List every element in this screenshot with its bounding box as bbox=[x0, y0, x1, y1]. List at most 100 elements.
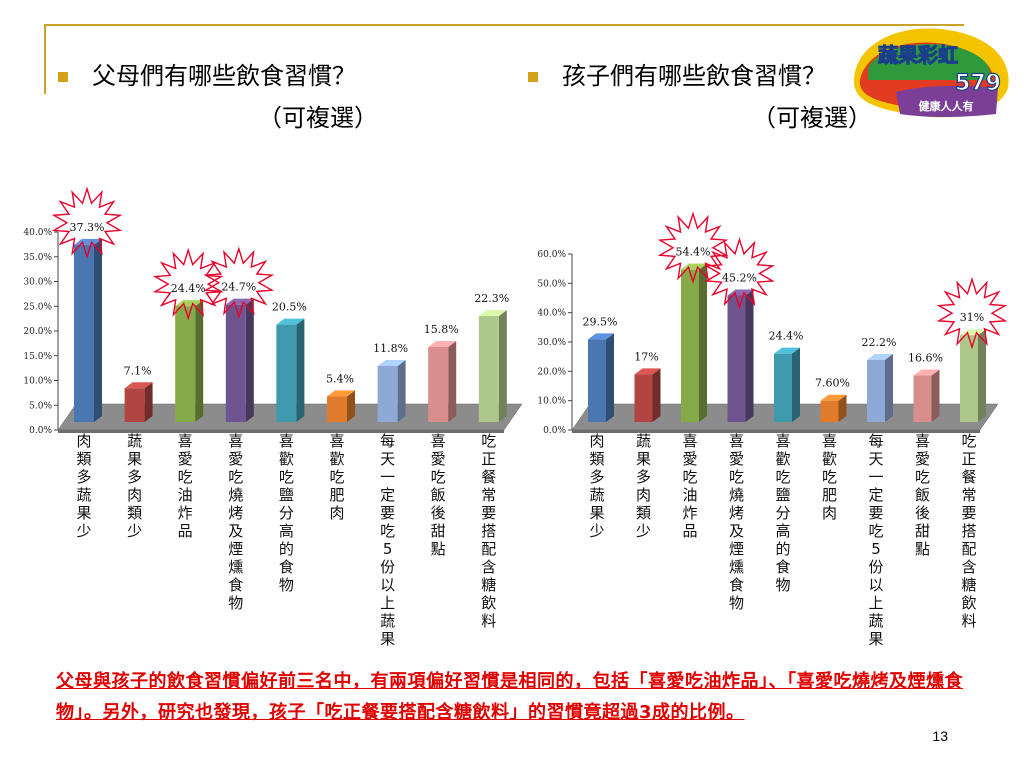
children-bar-top bbox=[634, 368, 661, 375]
parents-category-label: 喜愛吃燒烤及煙燻食物 bbox=[228, 432, 244, 612]
parents-y-tick-label: 35.0% bbox=[23, 253, 52, 263]
parents-y-tick-label: 5.0% bbox=[29, 401, 52, 411]
children-floor-edge bbox=[572, 430, 980, 433]
parents-data-label: 24.4% bbox=[171, 282, 206, 295]
children-bar-top bbox=[913, 369, 940, 376]
children-category-label: 喜愛吃飯後甜點 bbox=[914, 432, 930, 558]
children-data-label: 17% bbox=[634, 350, 658, 363]
parents-data-label: 7.1% bbox=[124, 364, 152, 377]
children-bar bbox=[588, 339, 606, 422]
parents-bar bbox=[428, 346, 449, 422]
parents-category-label: 蔬果多肉類少 bbox=[127, 432, 143, 540]
parents-bar-side bbox=[498, 310, 507, 422]
children-category-label: 喜歡吃鹽分高的食物 bbox=[775, 432, 791, 594]
parents-bar-top bbox=[428, 340, 457, 347]
parents-y-tick-label: 30.0% bbox=[23, 278, 52, 288]
svg-text:579: 579 bbox=[955, 71, 1001, 96]
parents-bar-side bbox=[94, 238, 102, 422]
children-bar-side bbox=[838, 394, 847, 422]
parents-bar-top bbox=[276, 318, 305, 325]
children-category-label: 喜歡吃肥肉 bbox=[821, 432, 837, 522]
parents-data-label: 11.8% bbox=[373, 342, 408, 355]
parents-bar-side bbox=[448, 340, 457, 422]
children-bar-side bbox=[652, 368, 661, 422]
children-category-label: 每天一定要吃5份以上蔬果 bbox=[868, 432, 884, 648]
children-bar-side bbox=[885, 353, 893, 422]
children-category-label: 蔬果多肉類少 bbox=[635, 432, 651, 540]
children-bar bbox=[913, 375, 932, 422]
parents-bar bbox=[478, 316, 499, 422]
rainbow-579-logo: 蔬果彩虹 579 健康人人有 bbox=[853, 28, 1009, 118]
parents-data-label: 20.5% bbox=[272, 301, 307, 314]
children-data-label: 29.5% bbox=[583, 315, 618, 328]
children-data-label: 16.6% bbox=[908, 352, 943, 365]
conclusion-text: 父母與孩子的飲食習慣偏好前三名中，有兩項偏好習慣是相同的，包括「喜愛吃油炸品」、… bbox=[56, 671, 963, 723]
parents-category-label: 每天一定要吃5份以上蔬果 bbox=[380, 432, 396, 648]
parents-category-label: 喜愛吃飯後甜點 bbox=[430, 432, 446, 558]
parents-category-label: 肉類多蔬果少 bbox=[76, 432, 92, 540]
parents-bar-top bbox=[377, 359, 406, 366]
left-heading-line1: 父母們有哪些飲食習慣？ bbox=[92, 62, 356, 90]
children-bar bbox=[960, 335, 978, 422]
svg-text:健康人人有: 健康人人有 bbox=[919, 99, 974, 113]
right-heading-line2: （可複選） bbox=[752, 104, 872, 132]
children-bar bbox=[681, 269, 699, 422]
parents-floor-edge bbox=[58, 430, 504, 433]
page-number: 13 bbox=[932, 728, 948, 744]
children-highlight-burst bbox=[704, 237, 775, 310]
children-data-label: 54.4% bbox=[676, 246, 711, 259]
children-bar-side bbox=[978, 329, 986, 422]
children-bar-top bbox=[588, 333, 614, 340]
children-bar bbox=[774, 353, 792, 422]
parents-data-label: 24.7% bbox=[221, 281, 256, 294]
children-data-label: 22.2% bbox=[862, 336, 897, 349]
children-data-label: 7.60% bbox=[815, 377, 850, 390]
children-bar bbox=[727, 295, 746, 422]
parents-bar-top bbox=[478, 310, 507, 317]
children-bar-side bbox=[745, 289, 754, 422]
bullet-right bbox=[528, 72, 538, 82]
children-bar bbox=[820, 400, 839, 422]
parents-data-label: 37.3% bbox=[70, 221, 105, 234]
children-highlight-burst bbox=[936, 276, 1008, 350]
right-heading-line1: 孩子們有哪些飲食習慣？ bbox=[562, 62, 826, 90]
parents-bar bbox=[276, 324, 297, 422]
parents-bar-side bbox=[296, 318, 305, 422]
parents-highlight-burst bbox=[51, 186, 123, 260]
parents-data-label: 15.8% bbox=[424, 323, 459, 336]
children-y-tick-label: 60.0% bbox=[537, 250, 566, 260]
children-y-tick-label: 30.0% bbox=[537, 338, 566, 348]
parents-y-tick-label: 10.0% bbox=[23, 377, 52, 387]
parents-highlight-burst bbox=[203, 246, 275, 320]
parents-bar bbox=[175, 306, 196, 422]
parents-y-tick-label: 0.0% bbox=[29, 426, 52, 436]
parents-bar-side bbox=[347, 390, 355, 422]
bullet-left bbox=[58, 72, 68, 82]
children-data-label: 31% bbox=[960, 311, 984, 324]
parents-bar-top bbox=[124, 382, 153, 389]
parents-category-label: 喜歡吃鹽分高的食物 bbox=[278, 432, 294, 594]
parents-y-tick-label: 15.0% bbox=[23, 352, 52, 362]
parents-data-label: 5.4% bbox=[326, 372, 354, 385]
children-bar-side bbox=[606, 333, 614, 422]
top-rule bbox=[44, 24, 964, 26]
svg-text:蔬果彩虹: 蔬果彩虹 bbox=[878, 43, 958, 67]
parents-bar-side bbox=[144, 382, 153, 422]
children-bar-side bbox=[931, 369, 940, 422]
children-highlight-burst bbox=[657, 211, 729, 285]
children-bar-side bbox=[699, 263, 707, 422]
parents-bar-side bbox=[397, 359, 406, 422]
children-bar-top bbox=[867, 353, 893, 360]
parents-y-tick-label: 40.0% bbox=[23, 228, 52, 238]
children-category-label: 肉類多蔬果少 bbox=[589, 432, 605, 540]
children-bar-top bbox=[820, 394, 847, 401]
parents-highlight-burst bbox=[152, 247, 224, 321]
parents-y-tick-label: 25.0% bbox=[23, 302, 52, 312]
parents-bar bbox=[124, 388, 145, 422]
parents-bar-side bbox=[245, 298, 254, 422]
parents-category-label: 吃正餐常要搭配含糖飲料 bbox=[481, 432, 497, 630]
children-data-label: 24.4% bbox=[769, 330, 804, 343]
children-y-tick-label: 40.0% bbox=[537, 309, 566, 319]
parents-bar bbox=[327, 396, 347, 422]
children-bar-top bbox=[774, 347, 800, 354]
